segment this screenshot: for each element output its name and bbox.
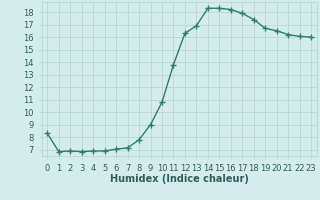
X-axis label: Humidex (Indice chaleur): Humidex (Indice chaleur)	[110, 174, 249, 184]
